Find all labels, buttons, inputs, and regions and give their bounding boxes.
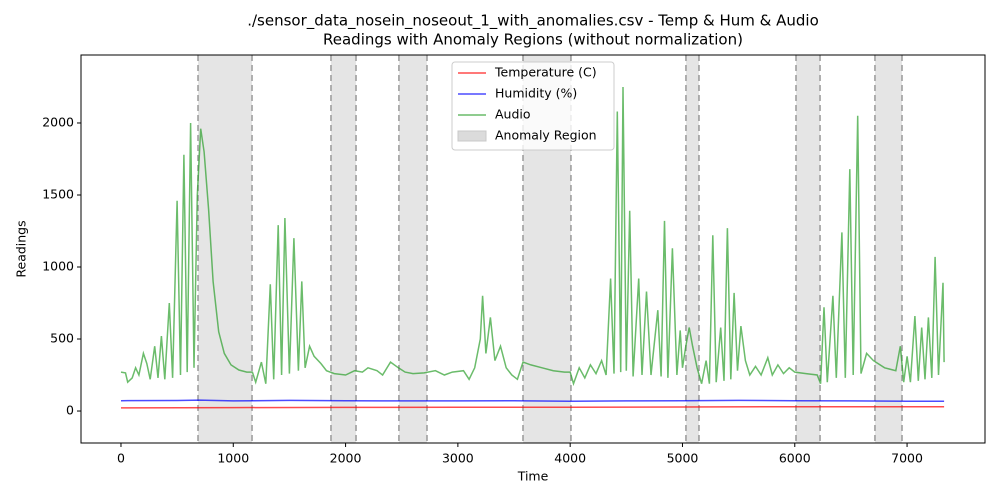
series-line — [120, 86, 945, 387]
anomaly-region — [796, 55, 821, 443]
y-tick-label: 1000 — [42, 259, 74, 274]
y-tick-label: 1500 — [42, 186, 74, 201]
y-axis-label: Readings — [14, 220, 29, 277]
anomaly-region — [330, 55, 357, 443]
legend-swatch — [457, 130, 487, 142]
anomaly-region — [398, 55, 427, 443]
x-tick-label: 5000 — [667, 451, 699, 466]
anomaly-region — [874, 55, 903, 443]
x-tick-label: 0 — [117, 451, 125, 466]
x-tick-label: 3000 — [442, 451, 474, 466]
legend-box — [451, 61, 615, 151]
legend-label: Audio — [495, 107, 531, 122]
axes: 0 1000 2000 3000 4000 5000 6000 7000 0 500 1000 150… — [42, 114, 923, 465]
legend-label: Anomaly Region — [495, 128, 597, 143]
x-tick-label: 6000 — [779, 451, 811, 466]
anomaly-region — [198, 55, 253, 443]
plot-frame — [80, 54, 986, 444]
x-axis-label: Time — [517, 469, 549, 484]
x-tick-label: 2000 — [330, 451, 362, 466]
regions — [197, 55, 903, 443]
lines — [120, 86, 945, 409]
y-tick-label: 500 — [50, 331, 74, 346]
y-tick-label: 0 — [66, 403, 74, 418]
chart-title: Readings with Anomaly Regions (without n… — [323, 31, 743, 49]
legend: Temperature (C) Humidity (%) Audio Anomaly … — [451, 61, 615, 151]
series-line — [120, 405, 945, 409]
x-tick-label: 7000 — [891, 451, 923, 466]
x-tick-label: 4000 — [554, 451, 586, 466]
legend-label: Humidity (%) — [495, 86, 577, 101]
legend-label: Temperature (C) — [494, 65, 597, 80]
chart-title: ./sensor_data_nosein_noseout_1_with_anom… — [247, 12, 819, 31]
y-tick-label: 2000 — [42, 114, 74, 129]
x-tick-label: 1000 — [217, 451, 249, 466]
series-line — [120, 399, 945, 402]
anomaly-region — [685, 55, 699, 443]
